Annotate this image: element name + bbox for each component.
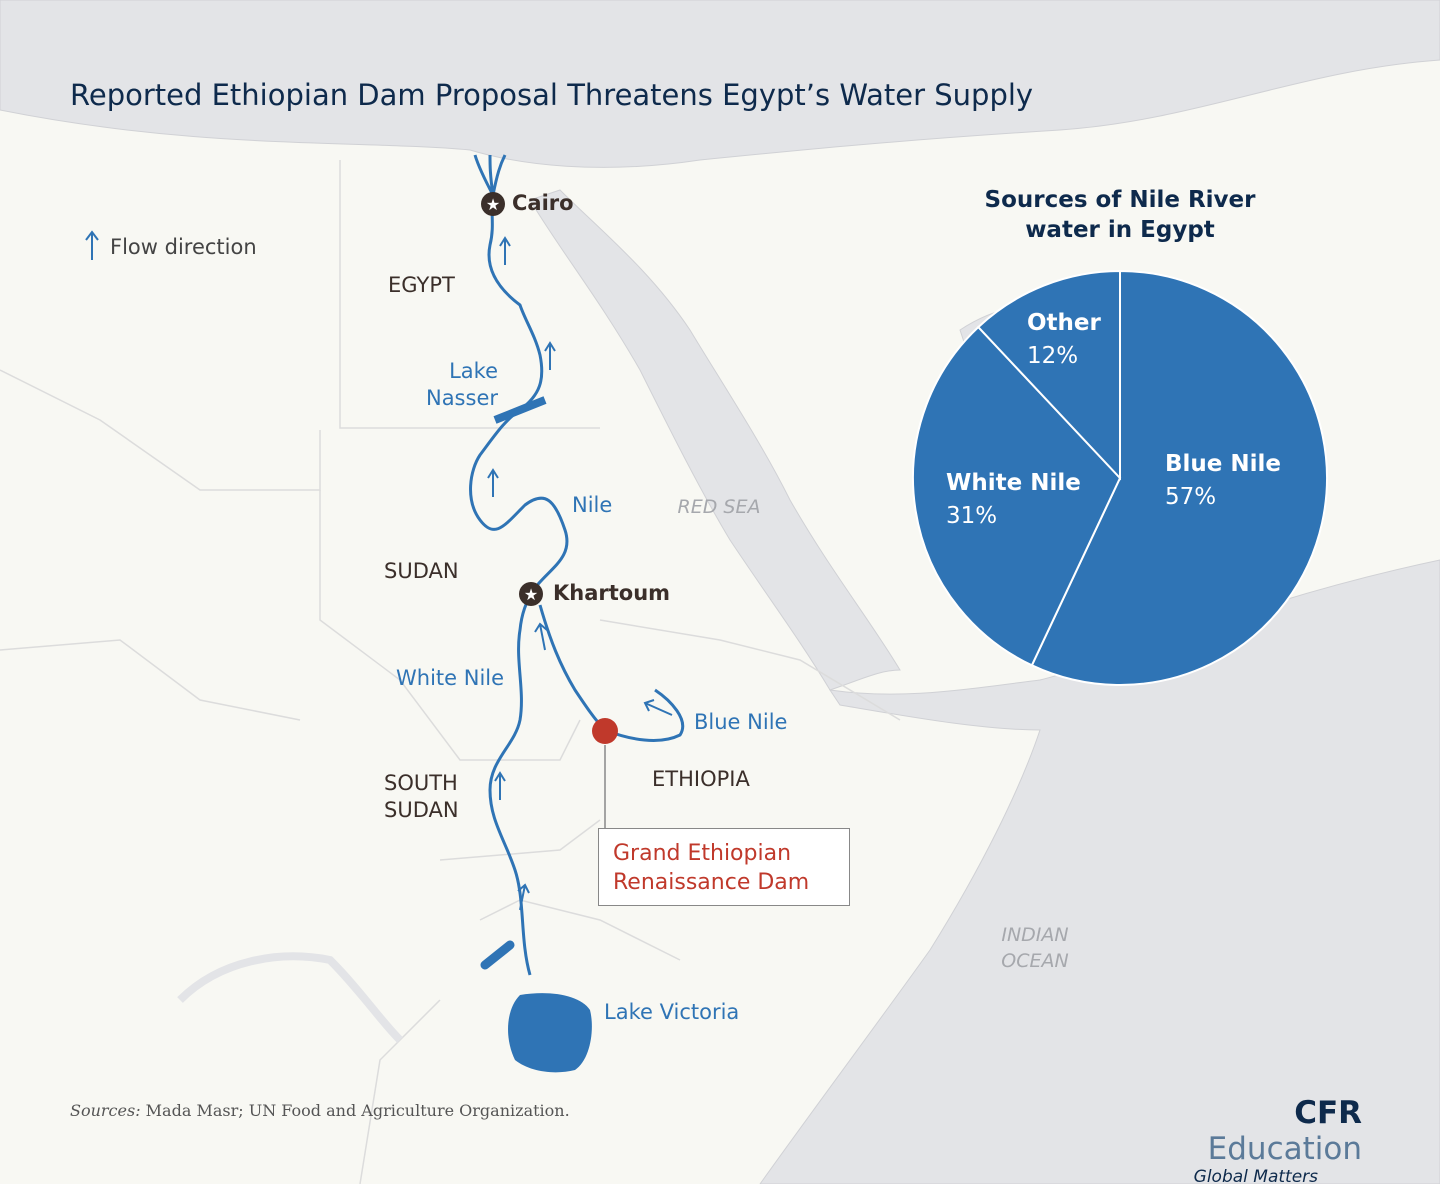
city-label: Cairo <box>512 191 574 215</box>
sources-text: Mada Masr; UN Food and Agriculture Organ… <box>145 1101 570 1120</box>
title: Reported Ethiopian Dam Proposal Threaten… <box>70 78 1034 112</box>
lake-label: Lake Nasser <box>425 359 498 410</box>
city-markers: ★ ★ <box>481 192 543 606</box>
pie-chart <box>912 269 1328 686</box>
lake-label: Lake Victoria <box>604 1000 740 1024</box>
brand-unit: Education <box>1207 1131 1362 1167</box>
pie-slice <box>1030 269 1328 686</box>
pie-slice <box>912 325 1122 667</box>
lake-nasser <box>493 396 547 424</box>
sources-label: Sources: <box>70 1101 141 1120</box>
nile-delta <box>473 154 507 196</box>
sea-label: RED SEA <box>677 496 761 518</box>
svg-text:★: ★ <box>524 585 538 604</box>
brand: CFR Education Global Matters <box>1140 1095 1362 1184</box>
mediterranean-sea <box>0 0 1440 168</box>
legend-label: Flow direction <box>110 235 257 259</box>
sea-label: INDIAN OCEAN <box>1001 924 1069 972</box>
city-label: Khartoum <box>553 581 671 605</box>
river-label: White Nile <box>396 666 505 690</box>
slice-name: Other <box>1027 310 1101 336</box>
svg-text:★: ★ <box>486 195 500 214</box>
red-sea <box>529 189 901 691</box>
pie-slice <box>976 269 1121 481</box>
nile-river <box>469 194 569 595</box>
country-label: SUDAN <box>384 559 459 583</box>
dam-marker <box>592 718 618 744</box>
indian-ocean <box>759 559 1440 1184</box>
white-nile-river <box>488 593 533 976</box>
brand-name: CFR <box>1294 1095 1362 1131</box>
lake-victoria <box>508 993 592 1073</box>
brand-tagline: Global Matters <box>1193 1167 1318 1184</box>
country-label: ETHIOPIA <box>652 767 750 791</box>
slice-label: Other 12% <box>1027 307 1101 373</box>
legend-arrow <box>85 230 99 260</box>
slice-value: 31% <box>946 503 998 529</box>
lake-albert <box>480 940 515 970</box>
country-label: EGYPT <box>388 273 455 297</box>
slice-value: 57% <box>1165 484 1217 510</box>
slice-name: White Nile <box>946 470 1081 496</box>
slice-value: 12% <box>1027 343 1079 369</box>
river-label: Nile <box>572 493 613 517</box>
dam-label: Grand Ethiopian Renaissance Dam <box>598 828 850 906</box>
pie-title: Sources of Nile River water in Egypt <box>984 187 1256 243</box>
country-label: SOUTH SUDAN <box>384 771 459 822</box>
slice-label: White Nile 31% <box>946 467 1081 533</box>
sources: Sources: Mada Masr; UN Food and Agricult… <box>70 1101 570 1120</box>
river-label: Blue Nile <box>694 710 788 734</box>
slice-name: Blue Nile <box>1165 451 1282 477</box>
slice-label: Blue Nile 57% <box>1165 448 1281 514</box>
